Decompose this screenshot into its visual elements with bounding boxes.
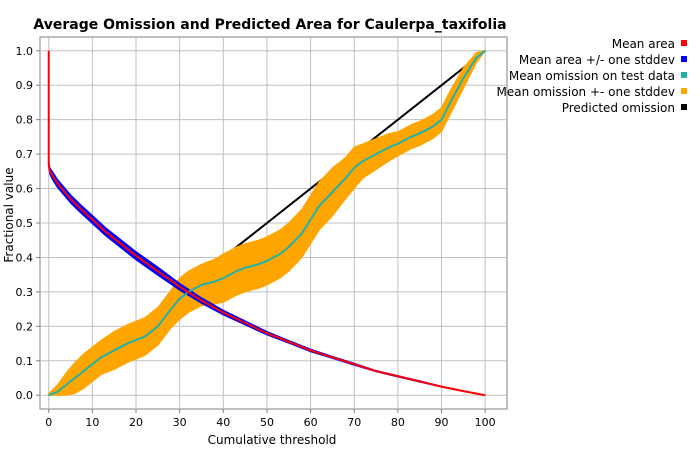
y-tick-label: 0.8 [16, 114, 34, 127]
y-tick-label: 0.6 [16, 183, 34, 196]
y-tick-label: 0.0 [16, 389, 34, 402]
y-tick-label: 0.4 [16, 251, 34, 264]
x-tick-label: 100 [475, 416, 496, 429]
x-tick-label: 0 [45, 416, 52, 429]
y-tick-label: 0.9 [16, 79, 34, 92]
x-tick-label: 20 [129, 416, 143, 429]
omission-stddev-band [48, 50, 487, 396]
x-tick-label: 30 [173, 416, 187, 429]
legend-swatch [681, 88, 687, 94]
mean-omission-line [48, 49, 486, 397]
x-axis-label: Cumulative threshold [208, 433, 337, 447]
legend: Mean area Mean area +/- one stddev Mean om… [497, 37, 687, 115]
x-tick-label: 60 [304, 416, 318, 429]
y-axis-label: Fractional value [2, 167, 16, 262]
x-tick-label: 80 [391, 416, 405, 429]
y-tick-label: 0.1 [16, 355, 34, 368]
x-tick-label: 40 [216, 416, 230, 429]
legend-swatch [681, 104, 687, 110]
x-tick-label: 90 [435, 416, 449, 429]
mean-area-line [47, 50, 486, 397]
legend-label: Mean omission on test data [509, 69, 675, 83]
plot-area [39, 36, 508, 410]
x-tick-label: 50 [260, 416, 274, 429]
y-tick-label: 1.0 [16, 45, 34, 58]
chart-title: Average Omission and Predicted Area for … [33, 17, 506, 33]
legend-swatch [681, 72, 687, 78]
y-tick-label: 0.5 [16, 217, 34, 230]
legend-swatch [681, 56, 687, 62]
legend-label: Mean area +/- one stddev [519, 53, 675, 67]
y-tick-label: 0.7 [16, 148, 34, 161]
legend-label: Mean area [612, 37, 675, 51]
y-tick-label: 0.3 [16, 286, 34, 299]
y-axis: 0.0 0.1 0.2 0.3 0.4 0.5 0.6 0.7 0.8 0.9 1.0 [16, 45, 40, 402]
x-axis: 0 10 20 30 40 50 60 70 80 90 100 [45, 409, 496, 429]
y-tick-label: 0.2 [16, 320, 34, 333]
x-tick-label: 10 [85, 416, 99, 429]
series-layer [47, 49, 487, 397]
legend-label: Predicted omission [562, 101, 675, 115]
grid [40, 37, 507, 409]
x-tick-label: 70 [347, 416, 361, 429]
legend-label: Mean omission +- one stddev [497, 85, 676, 99]
legend-swatch [681, 40, 687, 46]
